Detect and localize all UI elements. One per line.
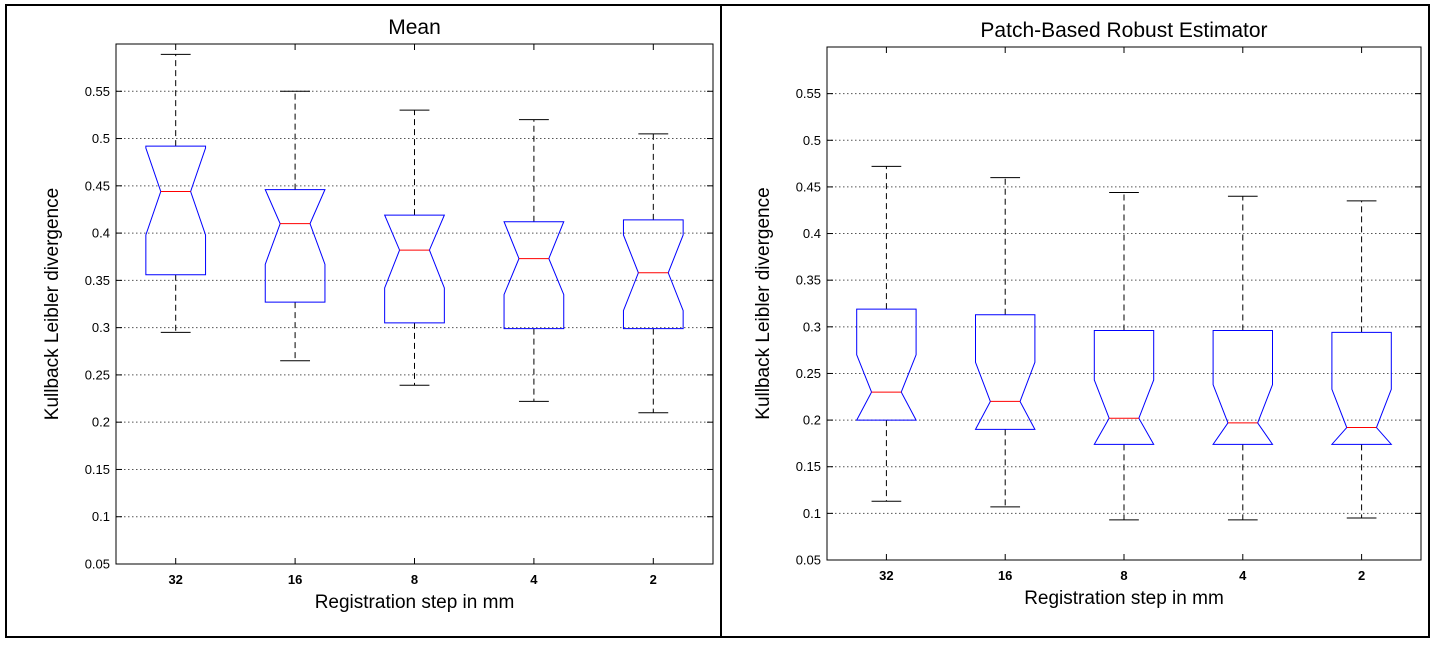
y-tick-label: 0.1 — [92, 509, 110, 524]
x-tick-label: 16 — [998, 568, 1012, 583]
y-tick-label: 0.4 — [92, 226, 110, 241]
y-tick-label: 0.3 — [92, 320, 110, 335]
y-axis-label: Kullback Leibler divergence — [753, 187, 774, 419]
y-tick-label: 0.05 — [85, 557, 110, 572]
x-tick-label: 32 — [168, 572, 182, 587]
x-axis-label: Registration step in mm — [315, 592, 515, 613]
box-body — [383, 214, 446, 324]
panel-divider — [720, 4, 722, 638]
box-body — [855, 308, 917, 421]
box-body — [145, 145, 207, 276]
y-tick-label: 0.35 — [85, 273, 110, 288]
figure-frame — [5, 4, 1430, 638]
x-tick-label: 32 — [879, 568, 893, 583]
x-axis-label: Registration step in mm — [1024, 588, 1224, 609]
x-tick-label: 4 — [1239, 568, 1247, 583]
chart-title: Patch-Based Robust Estimator — [980, 19, 1267, 42]
box-2 — [622, 133, 684, 414]
y-tick-label: 0.15 — [85, 462, 110, 477]
y-tick-label: 0.55 — [85, 84, 110, 99]
x-tick-label: 2 — [650, 572, 657, 587]
boxplot-mean: Mean 0.05 0.1 0.15 0.2 0.25 0.3 0.35 0.4 0.45 0.5 0… — [42, 16, 714, 613]
x-tick-label: 2 — [1358, 568, 1365, 583]
y-tick-label: 0.2 — [92, 415, 110, 430]
y-tick-label: 0.3 — [803, 319, 821, 334]
chart-panel-robust: Patch-Based Robust Estimator 0.05 0.1 0.15 0… — [722, 6, 1428, 636]
box-4 — [1212, 195, 1274, 521]
box-body — [503, 221, 565, 330]
x-tick-label: 16 — [288, 572, 302, 587]
box-4 — [503, 119, 565, 402]
box-body — [1330, 331, 1393, 445]
y-tick-label: 0.4 — [803, 226, 821, 241]
box-body — [974, 314, 1036, 430]
box-32 — [855, 165, 917, 502]
box-32 — [145, 53, 207, 333]
y-tick-label: 0.05 — [796, 553, 821, 568]
box-body — [1212, 330, 1274, 445]
boxplot-robust-estimator: Patch-Based Robust Estimator 0.05 0.1 0.15 0… — [753, 19, 1422, 609]
y-tick-label: 0.45 — [85, 178, 110, 193]
box-16 — [974, 177, 1036, 508]
x-tick-label: 4 — [530, 572, 538, 587]
box-16 — [264, 90, 326, 362]
box-body — [264, 189, 326, 303]
y-tick-label: 0.2 — [803, 413, 821, 428]
y-tick-label: 0.25 — [796, 366, 821, 381]
plot-area — [826, 46, 1422, 561]
box-body — [1093, 330, 1155, 445]
y-tick-label: 0.55 — [796, 86, 821, 101]
y-tick-label: 0.5 — [803, 133, 821, 148]
box-8 — [1093, 192, 1155, 521]
x-tick-label: 8 — [1120, 568, 1127, 583]
y-tick-label: 0.45 — [796, 179, 821, 194]
y-axis-label: Kullback Leibler divergence — [42, 188, 63, 420]
y-tick-label: 0.15 — [796, 459, 821, 474]
y-tick-label: 0.25 — [85, 367, 110, 382]
box-2 — [1330, 200, 1393, 519]
chart-panel-mean: Mean 0.05 0.1 0.15 0.2 0.25 0.3 0.35 0.4 0.45 0.5 0… — [7, 6, 720, 636]
y-tick-label: 0.1 — [803, 506, 821, 521]
chart-title: Mean — [388, 16, 441, 39]
y-tick-label: 0.35 — [796, 273, 821, 288]
box-8 — [383, 109, 446, 386]
box-body — [622, 219, 684, 330]
x-tick-label: 8 — [411, 572, 418, 587]
y-tick-label: 0.5 — [92, 131, 110, 146]
